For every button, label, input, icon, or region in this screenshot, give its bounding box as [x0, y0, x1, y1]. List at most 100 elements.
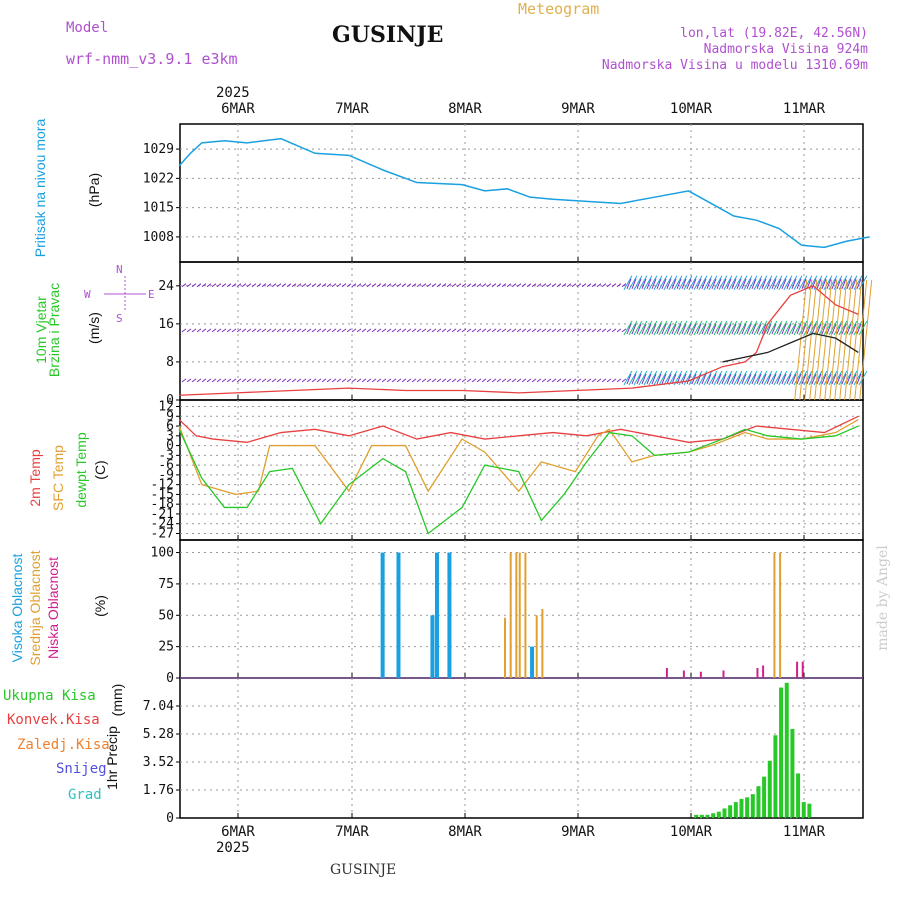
cloud-bar	[682, 670, 685, 678]
y-tick-label: -6	[158, 458, 174, 473]
precip-bar	[784, 682, 789, 818]
cloud-bar	[801, 661, 804, 678]
cloud-bar	[699, 671, 702, 678]
x-tick-bottom: 7MAR	[335, 824, 369, 840]
precip-legend-hail: Grad	[68, 787, 102, 803]
y-tick-label: 0	[166, 811, 174, 826]
lonlat-text: lon,lat (19.82E, 42.56N)	[680, 26, 868, 41]
y-tick-label: 25	[158, 640, 174, 655]
wind-speed-line	[179, 285, 859, 396]
cloud-bar	[518, 552, 521, 678]
x-tick-top: 11MAR	[783, 101, 826, 117]
cloud-label-mid: Srednja Oblacnost	[27, 550, 43, 666]
precip-legend-snow: Snijeg	[56, 761, 107, 777]
compass-e: E	[148, 288, 155, 301]
y-tick-label: 12	[158, 400, 174, 415]
pressure-line	[178, 137, 870, 249]
precip-bar	[705, 814, 710, 818]
y-tick-label: 1029	[143, 142, 174, 157]
wind-barb-row-strong	[623, 275, 868, 291]
cloud-unit: (%)	[92, 595, 108, 617]
y-tick-label: -9	[158, 468, 174, 483]
precip-bar	[711, 813, 716, 818]
cloud-bar	[756, 667, 759, 678]
cloud-bar	[380, 552, 385, 678]
wind-barb-row	[181, 278, 862, 289]
precip-bar	[750, 794, 755, 818]
cloud-bar	[541, 609, 544, 678]
precip-unit: (mm)	[109, 683, 125, 717]
model-name: wrf-nmm_v3.9.1 e3km	[66, 50, 238, 68]
y-tick-label: 0	[166, 671, 174, 686]
year-top: 2025	[216, 85, 250, 101]
cloud-label-low: Niska Oblacnost	[45, 557, 61, 659]
y-tick-label: 100	[151, 546, 174, 561]
panel-frame	[179, 123, 864, 263]
x-tick-top: 9MAR	[561, 101, 595, 117]
y-tick-label: 5.28	[143, 727, 174, 742]
chart-title: GUSINJE	[332, 22, 444, 48]
model-altitude-text: Nadmorska Visina u modelu 1310.69m	[601, 58, 868, 73]
precip-bar	[699, 814, 704, 818]
compass-w: W	[84, 288, 91, 301]
precip-bar	[762, 776, 767, 818]
wind-barb-row	[181, 323, 862, 335]
y-tick-label: -21	[151, 507, 174, 522]
pressure-unit: (hPa)	[86, 172, 102, 208]
precip-bar	[801, 802, 806, 818]
precip-legend-conv: Konvek.Kisa	[7, 712, 100, 728]
y-tick-label: 9	[166, 409, 174, 424]
wind-barb-row-strong	[623, 320, 868, 336]
cloud-bar	[773, 552, 776, 678]
cloud-bar	[762, 665, 765, 678]
precip-bar	[796, 773, 801, 818]
x-tick-top: 10MAR	[670, 101, 713, 117]
precip-bar	[779, 687, 784, 818]
x-tick-bottom: 6MAR	[221, 824, 255, 840]
y-tick-label: -15	[151, 487, 174, 502]
cloud-bar	[665, 667, 668, 678]
precip-legend-frz: Zaledj.Kisa	[17, 737, 110, 753]
y-tick-label: 8	[166, 355, 174, 370]
year-bottom: 2025	[216, 840, 250, 856]
precip-bar	[773, 735, 778, 818]
temp-line	[178, 415, 859, 443]
wind-unit: (m/s)	[86, 312, 102, 344]
precip-bar	[694, 814, 699, 818]
y-tick-label: 16	[158, 317, 174, 332]
precip-bar	[722, 808, 727, 818]
cloud-bar	[796, 661, 799, 678]
precip-bar	[767, 760, 772, 818]
precip-bar	[716, 811, 721, 818]
wind-barb-strong	[794, 279, 873, 401]
y-tick-label: 24	[158, 279, 174, 294]
y-tick-label: 1.76	[143, 783, 174, 798]
cloud-bar	[434, 552, 439, 678]
cloud-bar	[530, 646, 535, 678]
wind-barb-row	[181, 373, 862, 385]
y-tick-label: -18	[151, 497, 174, 512]
precip-bar	[756, 786, 761, 818]
y-tick-label: 50	[158, 608, 174, 623]
panel-frame	[179, 677, 864, 819]
y-tick-label: 3.52	[143, 755, 174, 770]
precip-bar	[745, 797, 750, 818]
compass-n: N	[116, 263, 123, 276]
precip-bar	[790, 728, 795, 818]
cloud-bar	[504, 617, 507, 678]
x-tick-bottom: 8MAR	[448, 824, 482, 840]
cloud-bar	[430, 615, 435, 678]
cloud-bar	[396, 552, 401, 678]
y-tick-label: 1015	[143, 201, 174, 216]
precip-legend-total: Ukupna Kisa	[3, 688, 96, 704]
temp-line	[178, 418, 859, 496]
precip-bar	[733, 802, 738, 818]
cloud-bar	[535, 615, 538, 678]
cloud-bar	[509, 552, 512, 678]
cloud-bar	[779, 552, 782, 678]
x-tick-top: 8MAR	[448, 101, 482, 117]
y-tick-label: -3	[158, 448, 174, 463]
temp-label-sfc: SFC Temp	[50, 445, 66, 511]
